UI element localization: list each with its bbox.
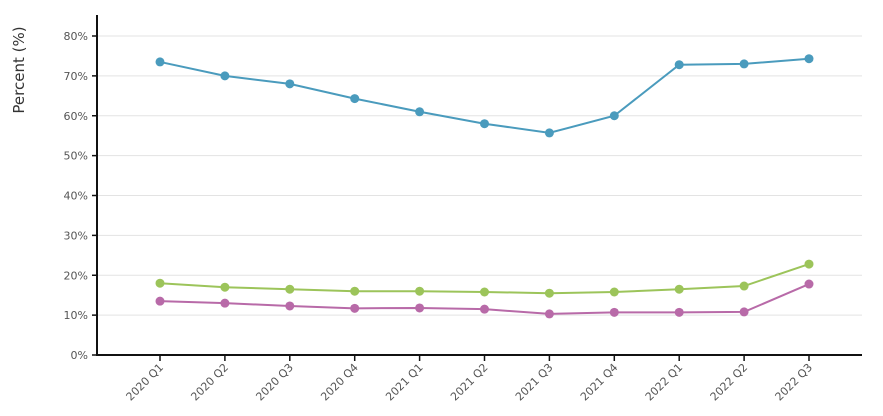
data-point	[285, 79, 295, 89]
data-point	[609, 307, 619, 317]
y-tick-label: 10%	[64, 309, 88, 322]
data-point	[415, 303, 425, 313]
data-point	[155, 57, 165, 67]
data-point	[220, 282, 230, 292]
y-tick-label: 30%	[64, 229, 88, 242]
y-axis-title: Percent (%)	[10, 26, 28, 113]
y-tick-label: 50%	[64, 150, 88, 163]
data-point	[220, 71, 230, 81]
data-point	[804, 259, 814, 269]
x-tick-label: 2020 Q2	[188, 361, 231, 404]
y-tick-label: 20%	[64, 269, 88, 282]
data-point	[350, 303, 360, 313]
x-tick-label: 2022 Q3	[773, 361, 816, 404]
data-point	[480, 119, 489, 129]
data-point	[285, 301, 295, 311]
data-point	[609, 287, 619, 297]
data-point	[739, 281, 749, 291]
axes	[96, 15, 862, 356]
x-tick-label: 2020 Q4	[318, 361, 361, 404]
data-point	[609, 111, 619, 121]
x-tick-label: 2020 Q1	[124, 361, 167, 404]
x-tick-label: 2022 Q2	[708, 361, 751, 404]
x-tick-label: 2021 Q3	[513, 361, 556, 404]
grid	[97, 35, 862, 316]
data-point	[220, 298, 230, 308]
x-tick-label: 2021 Q4	[578, 361, 621, 404]
y-tick-label: 0%	[71, 349, 88, 362]
data-point	[415, 107, 425, 117]
data-point	[415, 286, 425, 296]
y-axis-ticks: 0% 10% 20% 30% 40% 50% 60% 70% 80%	[64, 30, 97, 362]
series-1	[155, 54, 814, 138]
data-point	[350, 286, 360, 296]
series-group	[155, 54, 814, 319]
x-tick-label: 2021 Q2	[448, 361, 491, 404]
x-tick-label: 2021 Q1	[383, 361, 426, 404]
data-point	[544, 309, 554, 319]
data-point	[155, 296, 165, 306]
y-tick-label: 40%	[64, 190, 88, 203]
data-point	[804, 279, 814, 289]
data-point	[739, 307, 749, 317]
data-point	[544, 128, 554, 138]
data-point	[155, 278, 165, 288]
data-point	[804, 54, 814, 64]
data-point	[674, 284, 684, 294]
y-tick-label: 80%	[64, 30, 88, 43]
series-3	[155, 279, 814, 319]
y-tick-label: 60%	[64, 110, 88, 123]
x-tick-label: 2022 Q1	[643, 361, 686, 404]
series-2	[155, 259, 814, 298]
data-point	[480, 287, 489, 297]
x-tick-label: 2020 Q3	[253, 361, 296, 404]
data-point	[285, 284, 295, 294]
y-tick-label: 70%	[64, 70, 88, 83]
data-point	[739, 59, 749, 69]
data-point	[674, 307, 684, 317]
data-point	[544, 288, 554, 298]
data-point	[480, 304, 489, 314]
data-point	[350, 94, 360, 104]
data-point	[674, 60, 684, 70]
x-axis-ticks: 2020 Q1 2020 Q2 2020 Q3 2020 Q4 2021 Q1 2021 …	[124, 355, 816, 404]
